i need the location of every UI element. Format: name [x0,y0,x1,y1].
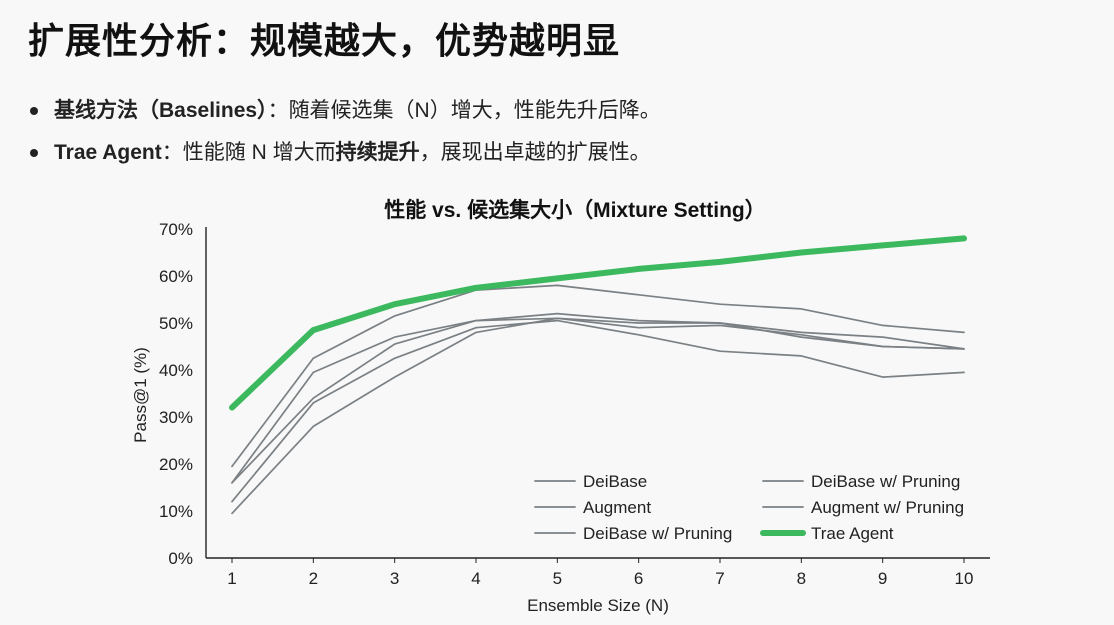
bullet-lead: Trae Agent [54,141,162,164]
series-layer [229,235,967,515]
x-tick-label: 5 [553,569,562,588]
x-tick-label: 10 [955,569,974,588]
series-line-2 [231,312,965,484]
chart-legend: DeiBase DeiBase w/ Pruning Augment Augment … [534,472,964,543]
legend-label: DeiBase [583,472,647,491]
bullet-tail: ，展现出卓越的扩展性。 [419,141,651,164]
x-tick-label: 4 [471,569,480,588]
y-tick-label: 30% [159,408,193,427]
series-line-6 [229,235,967,411]
x-tick-label: 8 [797,569,806,588]
y-tick-label: 10% [159,502,193,521]
y-tick-label: 60% [159,267,193,286]
bullet-text: 随着候选集（N）增大，性能先升后降。 [288,99,661,122]
series-line-4 [231,319,965,503]
bullet-trae-agent: Trae Agent：性能随 N 增大而持续提升，展现出卓越的扩展性。 [28,134,661,176]
bullet-text: 性能随 N 增大而 [182,141,336,164]
y-tick-label: 50% [159,314,193,333]
legend-label: Trae Agent [811,524,894,543]
x-tick-label: 7 [715,569,724,588]
bullet-list: 基线方法（Baselines）：随着候选集（N）增大，性能先升后降。 Trae … [28,92,661,176]
bullet-separator: ： [267,99,289,122]
legend-label: Augment [583,498,651,517]
bullet-lead: 基线方法（Baselines） [54,99,268,122]
legend-label: Augment w/ Pruning [811,498,964,517]
y-tick-label: 0% [168,549,193,568]
legend-label: DeiBase w/ Pruning [811,472,960,491]
x-tick-label: 3 [390,569,399,588]
series-line-5 [231,317,965,515]
x-tick-label: 1 [227,569,236,588]
legend-label: DeiBase w/ Pruning [583,524,732,543]
slide-title: 扩展性分析：规模越大，优势越明显 [28,20,621,61]
chart-axes: 0% 10% 20% 30% 40% 50% 60% 70% 1 2 3 4 5 6 7 8 9 10 [159,220,990,588]
x-axis-label: Ensemble Size (N) [527,596,669,615]
x-tick-label: 2 [309,569,318,588]
bullet-separator: ： [161,141,183,164]
y-tick-label: 20% [159,455,193,474]
bullet-baselines: 基线方法（Baselines）：随着候选集（N）增大，性能先升后降。 [28,92,661,134]
y-axis-label: Pass@1 (%) [131,347,150,443]
x-tick-label: 6 [634,569,643,588]
series-line-1 [231,284,965,468]
y-tick-label: 40% [159,361,193,380]
series-line-3 [231,317,965,484]
y-tick-label: 70% [159,220,193,239]
chart-title: 性能 vs. 候选集大小（Mixture Setting） [384,198,766,222]
bullet-strong: 持续提升 [335,141,420,164]
x-tick-label: 9 [878,569,887,588]
